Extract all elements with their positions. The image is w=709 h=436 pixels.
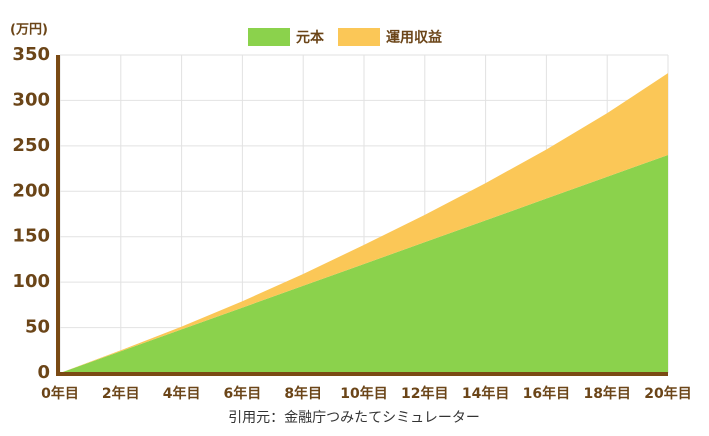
legend-swatch xyxy=(248,28,290,46)
x-tick-label: 20年目 xyxy=(644,385,691,402)
y-tick-label: 50 xyxy=(25,317,50,338)
y-tick-label: 150 xyxy=(12,226,50,247)
caption: 引用元：金融庁つみたてシミュレーター xyxy=(228,410,480,426)
y-tick-label: 200 xyxy=(12,180,50,201)
x-tick-label: 2年目 xyxy=(102,385,140,402)
x-tick-label: 18年目 xyxy=(583,385,630,402)
y-tick-label: 250 xyxy=(12,135,50,156)
legend-label: 運用収益 xyxy=(386,29,442,46)
x-tick-label: 12年目 xyxy=(401,385,448,402)
legend-swatch xyxy=(338,28,380,46)
x-tick-label: 14年目 xyxy=(462,385,509,402)
x-tick-label: 0年目 xyxy=(41,385,79,402)
x-tick-label: 16年目 xyxy=(523,385,570,402)
x-tick-label: 6年目 xyxy=(224,385,262,402)
y-tick-label: 350 xyxy=(12,44,50,65)
x-tick-label: 8年目 xyxy=(284,385,322,402)
x-tick-label: 4年目 xyxy=(163,385,201,402)
x-tick-label: 10年目 xyxy=(340,385,387,402)
y-tick-label: 100 xyxy=(12,271,50,292)
y-tick-label: 300 xyxy=(12,89,50,110)
y-tick-label: 0 xyxy=(37,362,50,383)
legend-label: 元本 xyxy=(296,29,325,46)
y-axis-label: (万円) xyxy=(10,23,48,38)
